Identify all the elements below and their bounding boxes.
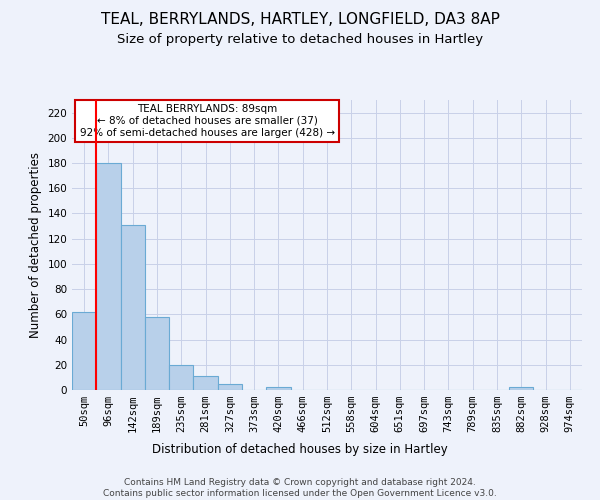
Text: TEAL, BERRYLANDS, HARTLEY, LONGFIELD, DA3 8AP: TEAL, BERRYLANDS, HARTLEY, LONGFIELD, DA… <box>101 12 499 28</box>
Text: Contains HM Land Registry data © Crown copyright and database right 2024.
Contai: Contains HM Land Registry data © Crown c… <box>103 478 497 498</box>
Text: Size of property relative to detached houses in Hartley: Size of property relative to detached ho… <box>117 32 483 46</box>
Y-axis label: Number of detached properties: Number of detached properties <box>29 152 42 338</box>
Bar <box>193 376 218 390</box>
Bar <box>218 384 242 390</box>
Bar <box>145 317 169 390</box>
Text: Distribution of detached houses by size in Hartley: Distribution of detached houses by size … <box>152 442 448 456</box>
Bar <box>96 163 121 390</box>
Bar <box>121 225 145 390</box>
Bar <box>509 388 533 390</box>
Bar <box>266 388 290 390</box>
Text: TEAL BERRYLANDS: 89sqm
← 8% of detached houses are smaller (37)
92% of semi-deta: TEAL BERRYLANDS: 89sqm ← 8% of detached … <box>80 104 335 138</box>
Bar <box>72 312 96 390</box>
Bar <box>169 365 193 390</box>
